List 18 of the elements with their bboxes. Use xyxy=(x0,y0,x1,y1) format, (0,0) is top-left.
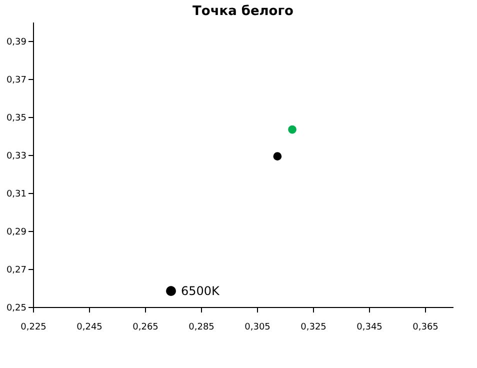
y-tick-label: 0,35 xyxy=(6,114,26,124)
x-tick-label: 0,245 xyxy=(76,322,102,332)
y-tick-label: 0,37 xyxy=(6,76,26,86)
x-tick-label: 0,345 xyxy=(356,322,382,332)
y-tick-label: 0,29 xyxy=(6,228,27,238)
y-tick-label: 0,27 xyxy=(6,266,26,276)
x-tick-label: 0,325 xyxy=(300,322,326,332)
y-tick-label: 0,25 xyxy=(6,304,26,314)
legend-label: 6500K xyxy=(181,284,221,298)
x-tick-label: 0,285 xyxy=(188,322,214,332)
y-tick-label: 0,31 xyxy=(6,190,26,200)
y-tick-label: 0,33 xyxy=(6,152,26,162)
y-tick-label: 0,39 xyxy=(6,38,27,48)
x-tick-label: 0,365 xyxy=(412,322,438,332)
x-tick-label: 0,225 xyxy=(20,322,46,332)
x-tick-label: 0,305 xyxy=(244,322,270,332)
chart-title: Точка белого xyxy=(192,4,294,19)
x-tick-label: 0,265 xyxy=(132,322,158,332)
